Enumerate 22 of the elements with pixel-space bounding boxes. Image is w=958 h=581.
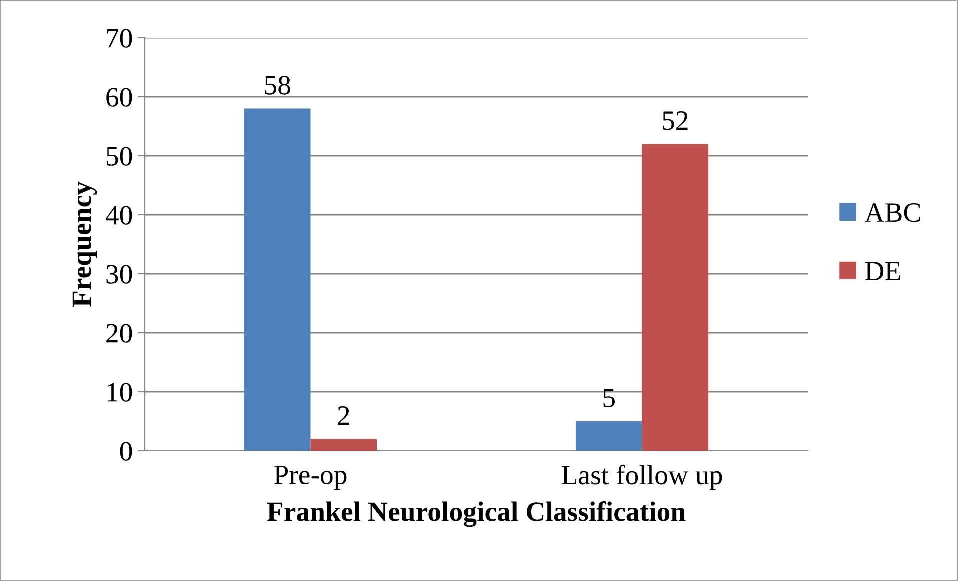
data-label: 52 <box>663 112 688 130</box>
y-tick-label: 40 <box>106 206 132 225</box>
y-tick-label: 0 <box>120 442 132 461</box>
bar <box>244 108 311 451</box>
data-label: 2 <box>338 406 350 425</box>
x-axis-title: Frankel Neurological Classification <box>267 501 686 528</box>
legend-label: DE <box>865 262 900 280</box>
y-tick-label: 60 <box>106 88 132 107</box>
y-tick-label: 70 <box>107 29 132 48</box>
data-label: 58 <box>265 76 290 95</box>
data-label: 5 <box>604 389 615 408</box>
bar <box>310 439 378 451</box>
y-tick-label: 20 <box>106 324 132 343</box>
y-tick-label: 30 <box>106 265 132 284</box>
x-tick-label: Pre-op <box>274 466 347 490</box>
y-axis-title: Frequency <box>72 182 98 308</box>
y-tick-label: 50 <box>107 147 132 166</box>
bar <box>642 144 709 451</box>
y-tick-label: 10 <box>108 383 132 402</box>
bar <box>576 422 642 451</box>
x-tick-label: Last follow up <box>562 464 722 490</box>
legend-label: ABC <box>864 204 920 222</box>
